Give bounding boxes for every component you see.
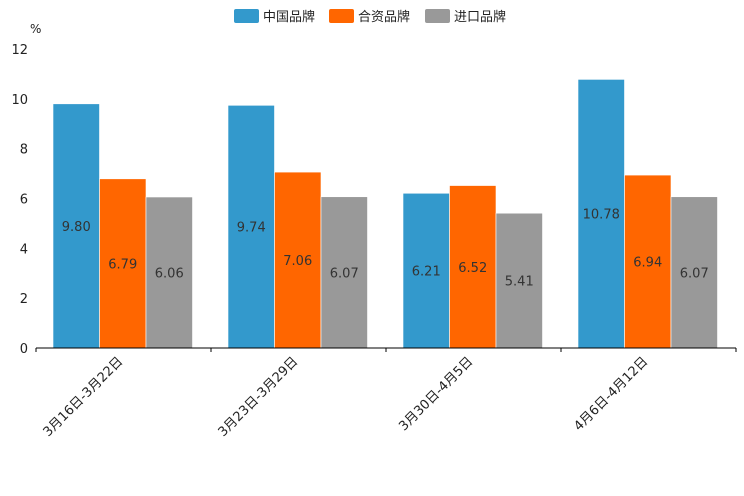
y-tick-label: 10 <box>11 93 28 108</box>
data-label: 6.07 <box>330 266 359 281</box>
x-tick-label: 3月23日-3月29日 <box>216 354 302 440</box>
bar-1-2 <box>227 105 275 349</box>
y-tick-label: 4 <box>20 242 28 257</box>
y-tick-label: 0 <box>20 342 28 357</box>
data-label: 6.06 <box>155 267 184 282</box>
x-tick-label: 4月6日-4月12日 <box>571 354 651 434</box>
data-label: 6.07 <box>680 266 709 281</box>
bar-3-4 <box>670 196 718 349</box>
data-label: 6.79 <box>108 257 137 272</box>
bar-2-2 <box>274 171 322 349</box>
legend: 中国品牌 合资品牌 进口品牌 <box>234 9 506 25</box>
x-tick-label: 3月16日-3月22日 <box>41 354 127 440</box>
data-label: 5.41 <box>505 275 534 290</box>
data-label: 7.06 <box>283 254 312 269</box>
y-axis-unit-label: % <box>30 22 41 36</box>
legend-label: 进口品牌 <box>454 9 506 25</box>
bar-2-1 <box>99 178 147 349</box>
data-label: 9.80 <box>62 220 91 235</box>
legend-swatch <box>425 9 450 23</box>
bar-1-1 <box>52 103 100 349</box>
bar-3-1 <box>145 196 193 349</box>
x-tick-label: 3月30日-4月5日 <box>396 354 476 434</box>
legend-label: 合资品牌 <box>358 9 410 25</box>
y-tick-label: 2 <box>20 292 28 307</box>
x-axis: 3月16日-3月22日 3月23日-3月29日 3月30日-4月5日 4月6日-4月1… <box>35 348 737 440</box>
bars <box>52 79 718 349</box>
y-tick-label: 12 <box>11 43 28 58</box>
bar-3-2 <box>320 196 368 349</box>
data-label: 9.74 <box>237 221 266 236</box>
legend-swatch <box>234 9 259 23</box>
y-tick-label: 8 <box>20 143 28 158</box>
data-label: 6.21 <box>412 265 441 280</box>
legend-label: 中国品牌 <box>263 9 315 25</box>
y-tick-label: 6 <box>20 193 28 208</box>
data-labels: 9.80 6.79 6.06 9.74 7.06 6.07 6.21 6.52 5.41 10.7… <box>62 208 709 290</box>
data-label: 6.52 <box>458 261 487 276</box>
data-label: 10.78 <box>583 208 620 223</box>
bar-1-4 <box>577 79 625 349</box>
bar-2-3 <box>449 185 497 349</box>
legend-swatch <box>329 9 354 23</box>
y-axis: 0 2 4 6 8 10 12 <box>11 43 28 357</box>
data-label: 6.94 <box>633 256 662 271</box>
